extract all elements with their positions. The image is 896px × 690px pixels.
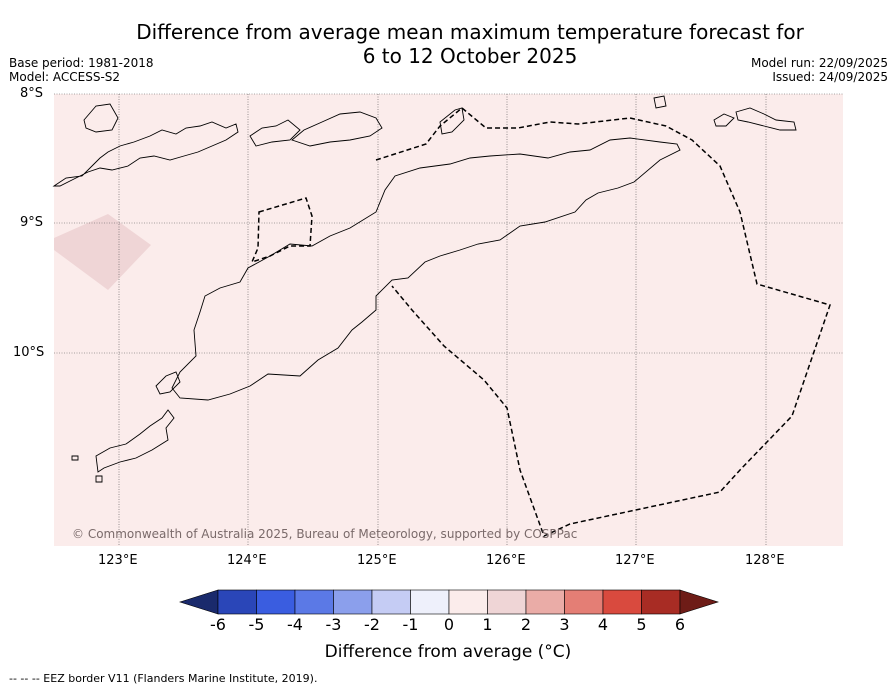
island-north-a [83,103,119,133]
lon-label-127e: 127°E [615,553,655,568]
map-title-line1: Difference from average mean maximum tem… [136,20,804,44]
coastlines [52,95,797,483]
island-east-a [653,95,667,109]
colorbar-tick-label: 0 [444,615,454,634]
map-background [54,94,843,546]
colorbar-swatch [602,589,642,615]
island-north-c [291,111,383,147]
colorbar-tick-label: 3 [559,615,569,634]
colorbar-tick-label: 6 [675,615,685,634]
eez-border-oecusse [250,197,313,264]
wetar-coastline [439,107,465,135]
model-name: Model: ACCESS-S2 [9,70,121,84]
island-sw-a [155,371,181,395]
eez-border-timor [375,107,831,538]
colorbar-swatch [564,589,604,615]
colorbar-tick-label: -1 [403,615,419,634]
colorbar-tick-label: -5 [249,615,265,634]
colorbar-tick-label: 5 [636,615,646,634]
colorbar-tick-label: 4 [598,615,608,634]
island-north-b [249,119,301,147]
island-sw-d [95,475,103,483]
colorbar-swatch [410,589,450,615]
flores-coastline [52,121,239,187]
lon-label-128e: 128°E [745,553,785,568]
issued-date: Issued: 24/09/2025 [772,70,888,84]
eez-borders [250,107,831,538]
base-period: Base period: 1981-2018 [9,56,154,70]
copyright-text: © Commonwealth of Australia 2025, Bureau… [72,527,577,541]
colorbar: -6 -5 -4 -3 -2 -1 0 1 2 3 4 5 6 [179,589,719,634]
colorbar-swatch [217,589,257,615]
colorbar-tick-label: -6 [210,615,226,634]
colorbar-swatch [333,589,373,615]
colorbar-extend-low [179,589,219,615]
colorbar-swatch [371,589,411,615]
colorbar-tick-label: -3 [326,615,342,634]
colorbar-extend-high [679,589,719,615]
lon-label-124e: 124°E [227,553,267,568]
colorbar-tick-label: 2 [521,615,531,634]
colorbar-swatch [294,589,334,615]
colorbar-swatch [525,589,565,615]
lat-label-9s: 9°S [20,215,44,230]
island-sw-c [71,455,79,461]
forecast-anomaly-patch [54,214,151,290]
lon-label-125e: 125°E [357,553,397,568]
lon-label-126e: 126°E [486,553,526,568]
colorbar-swatch [256,589,296,615]
lon-label-123e: 123°E [98,553,138,568]
lat-label-10s: 10°S [13,345,45,360]
gridlines [54,93,843,546]
model-run: Model run: 22/09/2025 [750,56,888,70]
colorbar-swatch [641,589,681,615]
colorbar-tick-label: -4 [287,615,303,634]
colorbar-swatch [448,589,488,615]
map-title-line2: 6 to 12 October 2025 [362,44,578,68]
colorbar-title: Difference from average (°C) [324,642,572,662]
island-east-c [735,107,797,131]
colorbar-swatch [487,589,527,615]
lat-label-8s: 8°S [20,86,44,101]
island-east-b [713,113,735,127]
timor-coastline [171,137,681,401]
eez-footnote: -- -- -- EEZ border V11 (Flanders Marine… [9,672,318,685]
island-sw-b [95,409,175,473]
colorbar-tick-label: -2 [364,615,380,634]
colorbar-tick-label: 1 [482,615,492,634]
